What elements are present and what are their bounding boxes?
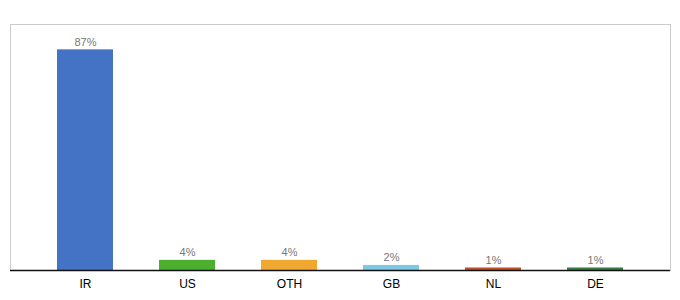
svg-text:OTH: OTH: [277, 277, 302, 291]
svg-text:US: US: [179, 277, 196, 291]
svg-text:NL: NL: [486, 277, 502, 291]
svg-text:4%: 4%: [180, 246, 196, 258]
svg-text:4%: 4%: [282, 246, 298, 258]
svg-text:GB: GB: [383, 277, 400, 291]
svg-text:1%: 1%: [588, 254, 604, 266]
svg-text:1%: 1%: [486, 254, 502, 266]
svg-text:IR: IR: [80, 277, 92, 291]
svg-text:DE: DE: [587, 277, 604, 291]
svg-text:87%: 87%: [74, 36, 96, 48]
svg-text:2%: 2%: [384, 251, 400, 263]
